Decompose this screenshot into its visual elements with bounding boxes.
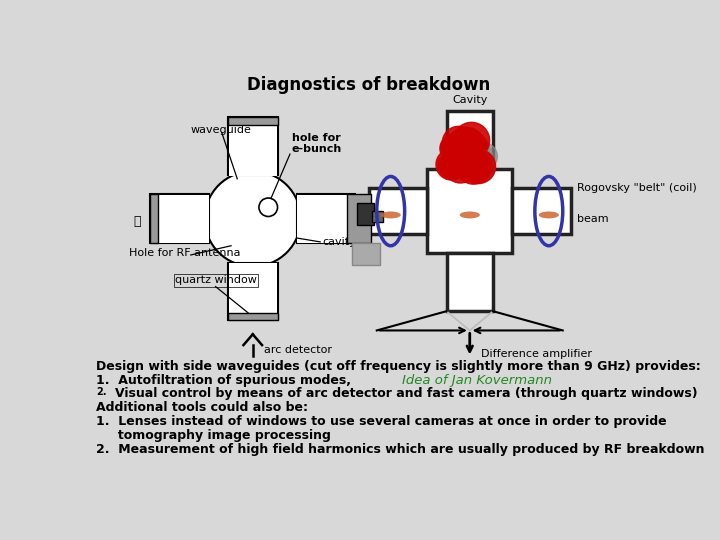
Bar	[297, 195, 354, 242]
Text: hole for
e-bunch: hole for e-bunch	[292, 132, 342, 154]
Ellipse shape	[459, 212, 480, 218]
Text: 1.  Lenses instead of windows to use several cameras at once in order to provide: 1. Lenses instead of windows to use seve…	[96, 415, 667, 428]
Text: cavity: cavity	[323, 237, 356, 247]
Point	[469, 151, 480, 160]
Point	[460, 140, 472, 149]
Point	[449, 144, 460, 152]
Point	[474, 163, 486, 172]
Point	[464, 144, 475, 152]
Bar	[352, 244, 380, 265]
Point	[456, 143, 468, 152]
Bar	[228, 262, 277, 320]
Text: 2.: 2.	[96, 387, 107, 397]
Point	[462, 140, 474, 149]
Bar	[151, 195, 209, 242]
Text: Design with side waveguides (cut off frequency is slightly more than 9 GHz) prov: Design with side waveguides (cut off fre…	[96, 360, 701, 373]
Point	[472, 162, 484, 171]
Point	[472, 151, 484, 159]
Bar	[347, 194, 371, 244]
Text: 📢: 📢	[134, 214, 141, 228]
Bar	[446, 253, 493, 311]
Text: arc detector: arc detector	[264, 345, 332, 355]
Bar	[356, 204, 374, 225]
Point	[444, 160, 456, 169]
Bar	[372, 211, 383, 222]
Point	[452, 138, 464, 146]
Ellipse shape	[381, 212, 401, 218]
Bar	[297, 194, 355, 244]
Text: 1.  Autofiltration of spurious modes,: 1. Autofiltration of spurious modes,	[96, 374, 351, 387]
Text: tomography image processing: tomography image processing	[96, 429, 331, 442]
Bar	[228, 117, 277, 125]
Text: Rogovsky "belt" (coil): Rogovsky "belt" (coil)	[577, 183, 696, 193]
Point	[477, 152, 489, 161]
Text: Idea of Jan Kovermann: Idea of Jan Kovermann	[402, 374, 552, 387]
Bar	[513, 188, 570, 234]
Bar	[228, 117, 277, 175]
Bar	[150, 194, 209, 244]
Point	[454, 161, 466, 170]
Circle shape	[259, 198, 277, 217]
Point	[469, 149, 480, 158]
Point	[456, 139, 468, 147]
Point	[469, 141, 480, 150]
Text: Hole for RF antenna: Hole for RF antenna	[129, 248, 240, 259]
Text: Cavity: Cavity	[452, 95, 487, 105]
Bar	[228, 313, 277, 320]
Bar	[150, 194, 158, 244]
Point	[462, 139, 473, 148]
Bar	[369, 188, 427, 234]
Text: Visual control by means of arc detector and fast camera (through quartz windows): Visual control by means of arc detector …	[114, 387, 698, 401]
Text: quartz window: quartz window	[175, 275, 257, 286]
Point	[457, 157, 469, 166]
Text: 2.  Measurement of high field harmonics which are usually produced by RF breakdo: 2. Measurement of high field harmonics w…	[96, 443, 705, 456]
Text: waveguide: waveguide	[191, 125, 251, 135]
Point	[459, 152, 471, 160]
Text: Additional tools could also be:: Additional tools could also be:	[96, 401, 308, 414]
Ellipse shape	[539, 212, 559, 218]
Circle shape	[204, 171, 301, 267]
Point	[445, 159, 456, 168]
Point	[447, 143, 459, 152]
Point	[465, 136, 477, 144]
Text: Difference amplifier: Difference amplifier	[482, 348, 593, 359]
Text: Diagnostics of breakdown: Diagnostics of breakdown	[248, 76, 490, 93]
Text: beam: beam	[577, 214, 608, 224]
Point	[467, 161, 479, 170]
Bar	[427, 168, 513, 253]
Bar	[229, 262, 276, 320]
Point	[471, 156, 482, 164]
Bar	[229, 118, 276, 176]
Bar	[446, 111, 493, 168]
